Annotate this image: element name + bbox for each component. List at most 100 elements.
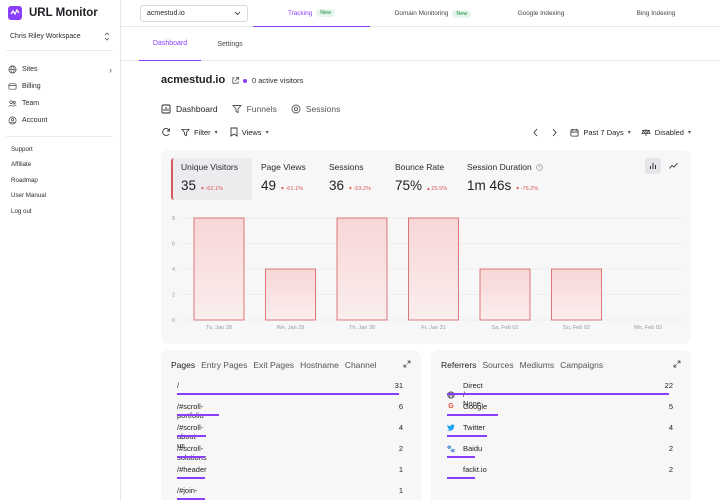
sessions-icon <box>291 104 301 114</box>
tab-google-indexing[interactable]: Google Indexing <box>486 0 596 27</box>
tab-referrers[interactable]: Referrers <box>441 360 477 370</box>
logo[interactable]: URL Monitor <box>8 6 98 20</box>
view-tab-funnels[interactable]: Funnels <box>231 104 277 114</box>
tab-settings[interactable]: Settings <box>217 40 243 48</box>
stat-bounce-rate[interactable]: Bounce Rate 75% ▴ 25.5% <box>387 158 459 200</box>
bar-chart-icon <box>650 163 656 169</box>
new-badge: New <box>316 9 336 17</box>
share-bar <box>447 414 499 416</box>
tab-campaigns[interactable]: Campaigns <box>560 360 604 370</box>
status-select[interactable]: Disabled ▾ <box>641 128 691 137</box>
view-tab-label: Funnels <box>246 104 277 114</box>
pages-tabs: Pages Entry Pages Exit Pages Hostname Ch… <box>171 360 376 370</box>
stat-change: ▾ -62.1% <box>201 186 224 192</box>
site-select[interactable]: acmestud.io <box>140 5 248 22</box>
stat-sessions[interactable]: Sessions 36 ▾ -53.2% <box>321 158 387 200</box>
chart-bar <box>551 268 602 321</box>
stat-value: 75% <box>395 178 423 193</box>
tab-sources[interactable]: Sources <box>482 360 514 370</box>
chart-bar <box>265 268 316 321</box>
link-affiliate[interactable]: Affiliate <box>11 161 32 169</box>
list-item-count: 4 <box>398 423 403 432</box>
list-item-count: 2 <box>668 444 673 453</box>
list-item-label: / <box>177 381 180 390</box>
tab-label: Tracking <box>287 9 313 17</box>
prev-period-button[interactable] <box>532 128 539 137</box>
stat-page-views[interactable]: Page Views 49 ▾ -61.1% <box>253 158 323 200</box>
sidebar-item-label: Account <box>22 117 48 124</box>
tab-pages[interactable]: Pages <box>171 360 196 370</box>
stat-label: Sessions <box>329 162 364 172</box>
tab-mediums[interactable]: Mediums <box>519 360 555 370</box>
view-tab-dashboard[interactable]: Dashboard <box>161 104 218 114</box>
stat-unique-visitors[interactable]: Unique Visitors 35 ▾ -62.1% <box>171 158 252 200</box>
share-bar <box>177 393 399 395</box>
chevron-down-icon <box>234 11 241 16</box>
filter-button[interactable]: Filter ▾ <box>181 128 218 137</box>
date-range-select[interactable]: Past 7 Days ▾ <box>570 127 631 137</box>
tab-channel[interactable]: Channel <box>344 360 377 370</box>
svg-text:?: ? <box>538 165 541 170</box>
globe-icon <box>8 65 17 74</box>
stat-value: 35 <box>181 178 197 193</box>
stat-value: 36 <box>329 178 345 193</box>
expand-icon[interactable] <box>403 360 411 368</box>
tab-label: Bing Indexing <box>636 10 676 17</box>
list-item-label: Twitter <box>447 423 485 432</box>
link-log-out[interactable]: Log out <box>11 207 32 215</box>
page-title: acmestud.io <box>161 74 226 86</box>
link-roadmap[interactable]: Roadmap <box>11 176 38 184</box>
chevron-right-icon <box>553 128 557 136</box>
caret-down-icon: ▾ <box>687 129 691 136</box>
tab-hostname[interactable]: Hostname <box>300 360 339 370</box>
chart-type-toggle <box>645 158 681 174</box>
expand-icon[interactable] <box>673 360 681 368</box>
bookmark-icon <box>230 127 238 137</box>
views-button[interactable]: Views ▾ <box>230 127 269 137</box>
share-bar <box>177 414 220 416</box>
sub-tabs: Dashboard Settings <box>121 27 720 61</box>
next-period-button[interactable] <box>551 128 558 137</box>
chart-bar <box>336 217 388 321</box>
list-item-label: /#header <box>177 465 207 474</box>
sidebar-item-billing[interactable]: Billing <box>8 78 112 95</box>
tab-exit-pages[interactable]: Exit Pages <box>253 360 295 370</box>
sidebar-item-account[interactable]: Account <box>8 112 112 129</box>
link-support[interactable]: Support <box>11 146 33 153</box>
tab-entry-pages[interactable]: Entry Pages <box>201 360 248 370</box>
tab-bing-indexing[interactable]: Bing Indexing <box>601 0 711 27</box>
team-icon <box>8 100 17 107</box>
list-item-label: /#scroll-portfolio <box>177 402 204 420</box>
workspace-switcher[interactable]: Chris Riley Workspace <box>6 28 114 44</box>
list-item-label: 🐾 Baidu <box>446 444 483 453</box>
stat-change: ▾ -61.1% <box>281 186 304 192</box>
bar-chart-toggle[interactable] <box>645 158 661 174</box>
tab-dashboard[interactable]: Dashboard <box>139 27 201 61</box>
line-chart-toggle[interactable] <box>665 158 681 174</box>
tab-tracking[interactable]: Tracking New <box>253 0 370 27</box>
stat-session-duration[interactable]: Session Duration ? 1m 46s ▾ -76.2% <box>459 158 559 200</box>
tab-domain-monitoring[interactable]: Domain Monitoring New <box>370 0 496 27</box>
view-tab-sessions[interactable]: Sessions <box>291 104 340 114</box>
list-item-label: G Google <box>448 402 488 411</box>
logo-icon <box>8 6 22 20</box>
chevron-updown-icon <box>104 31 110 41</box>
date-range-label: Past 7 Days <box>583 127 624 137</box>
refresh-icon[interactable] <box>161 127 171 137</box>
referrers-tabs: Referrers Sources Mediums Campaigns <box>441 360 603 370</box>
sidebar-item-sites[interactable]: Sites › <box>8 61 112 78</box>
list-item-count: 2 <box>668 465 673 474</box>
share-bar <box>447 456 475 458</box>
list-item-count: 22 <box>664 381 673 390</box>
caret-down-icon: ▾ <box>265 129 269 136</box>
site-select-value: acmestud.io <box>147 10 185 17</box>
calendar-icon <box>570 128 579 137</box>
views-label: Views <box>241 127 262 137</box>
sidebar-links: Support Affiliate Roadmap User Manual Lo… <box>11 146 46 223</box>
external-link-icon[interactable] <box>231 76 240 85</box>
sidebar-item-team[interactable]: Team <box>8 95 112 112</box>
caret-down-icon: ▾ <box>214 129 218 136</box>
top-bar: acmestud.io Tracking New Domain Monitori… <box>121 0 720 27</box>
link-user-manual[interactable]: User Manual <box>11 192 47 200</box>
